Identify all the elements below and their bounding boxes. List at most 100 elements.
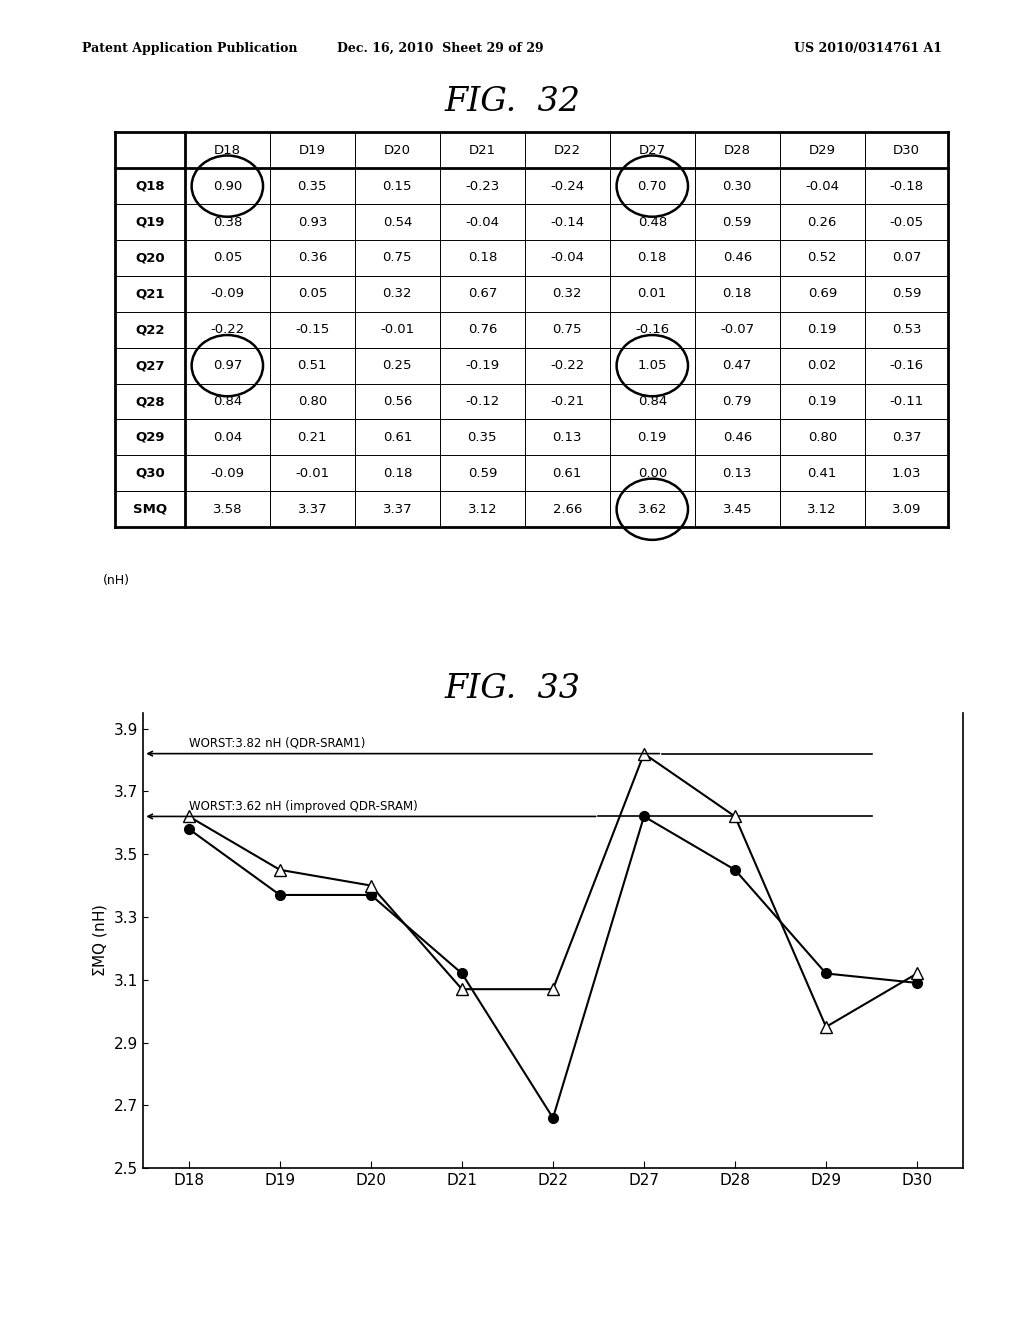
Text: 0.38: 0.38 (213, 215, 242, 228)
Text: (nH): (nH) (102, 574, 129, 587)
Text: -0.05: -0.05 (890, 215, 924, 228)
Text: WORST:3.82 nH (QDR-SRAM1): WORST:3.82 nH (QDR-SRAM1) (188, 737, 366, 750)
Text: Dec. 16, 2010  Sheet 29 of 29: Dec. 16, 2010 Sheet 29 of 29 (337, 42, 544, 55)
Text: 3.58: 3.58 (213, 503, 242, 516)
Text: 0.51: 0.51 (298, 359, 327, 372)
Text: D20: D20 (384, 144, 411, 157)
Text: 0.19: 0.19 (808, 323, 837, 337)
Text: D30: D30 (893, 144, 920, 157)
Text: 0.61: 0.61 (553, 467, 582, 480)
Text: 0.21: 0.21 (298, 430, 327, 444)
Text: 0.13: 0.13 (723, 467, 752, 480)
Text: 3.12: 3.12 (468, 503, 497, 516)
Text: US 2010/0314761 A1: US 2010/0314761 A1 (794, 42, 942, 55)
Text: 0.18: 0.18 (638, 251, 667, 264)
Text: 0.59: 0.59 (892, 288, 922, 301)
Text: -0.16: -0.16 (635, 323, 670, 337)
Text: -0.04: -0.04 (805, 180, 840, 193)
Text: 0.37: 0.37 (892, 430, 922, 444)
Text: D27: D27 (639, 144, 666, 157)
Text: 3.12: 3.12 (808, 503, 837, 516)
Text: 0.18: 0.18 (723, 288, 752, 301)
Text: 0.97: 0.97 (213, 359, 242, 372)
Text: 0.36: 0.36 (298, 251, 327, 264)
Text: D28: D28 (724, 144, 751, 157)
Text: -0.09: -0.09 (210, 467, 245, 480)
Text: 0.01: 0.01 (638, 288, 667, 301)
Text: WORST:3.62 nH (improved QDR-SRAM): WORST:3.62 nH (improved QDR-SRAM) (188, 800, 418, 813)
Text: 0.59: 0.59 (468, 467, 497, 480)
Text: 0.80: 0.80 (298, 395, 327, 408)
Text: 1.03: 1.03 (892, 467, 922, 480)
Text: 2.66: 2.66 (553, 503, 582, 516)
Text: D29: D29 (809, 144, 836, 157)
Text: 0.79: 0.79 (723, 395, 752, 408)
Text: -0.24: -0.24 (550, 180, 585, 193)
Text: 0.75: 0.75 (383, 251, 412, 264)
Text: -0.22: -0.22 (210, 323, 245, 337)
Text: -0.01: -0.01 (295, 467, 330, 480)
Text: 0.19: 0.19 (638, 430, 667, 444)
Text: FIG.  33: FIG. 33 (444, 673, 580, 705)
Text: 0.00: 0.00 (638, 467, 667, 480)
Text: 0.69: 0.69 (808, 288, 837, 301)
Text: -0.15: -0.15 (295, 323, 330, 337)
Text: Q28: Q28 (135, 395, 165, 408)
Text: 0.75: 0.75 (553, 323, 582, 337)
Text: 0.26: 0.26 (808, 215, 837, 228)
Text: D18: D18 (214, 144, 241, 157)
Text: 3.37: 3.37 (298, 503, 327, 516)
Text: 0.41: 0.41 (808, 467, 837, 480)
Text: -0.16: -0.16 (890, 359, 924, 372)
Text: -0.14: -0.14 (550, 215, 585, 228)
Text: -0.12: -0.12 (465, 395, 500, 408)
Text: 0.13: 0.13 (553, 430, 582, 444)
Text: 0.61: 0.61 (383, 430, 412, 444)
Text: 0.15: 0.15 (383, 180, 412, 193)
Text: 0.84: 0.84 (213, 395, 242, 408)
Text: 3.45: 3.45 (723, 503, 752, 516)
Text: -0.18: -0.18 (890, 180, 924, 193)
Text: Q18: Q18 (135, 180, 165, 193)
Text: 0.02: 0.02 (808, 359, 837, 372)
Text: 0.32: 0.32 (553, 288, 582, 301)
Text: 0.59: 0.59 (723, 215, 752, 228)
Text: -0.04: -0.04 (465, 215, 500, 228)
Text: 0.84: 0.84 (638, 395, 667, 408)
Text: 0.46: 0.46 (723, 251, 752, 264)
Text: 0.05: 0.05 (213, 251, 242, 264)
Y-axis label: $\Sigma$MQ (nH): $\Sigma$MQ (nH) (90, 904, 109, 977)
Text: Q30: Q30 (135, 467, 165, 480)
Text: 3.37: 3.37 (383, 503, 412, 516)
Text: FIG.  32: FIG. 32 (444, 86, 580, 117)
Text: 0.47: 0.47 (723, 359, 752, 372)
Text: 0.48: 0.48 (638, 215, 667, 228)
Text: 0.19: 0.19 (808, 395, 837, 408)
Text: 0.05: 0.05 (298, 288, 327, 301)
Text: 0.46: 0.46 (723, 430, 752, 444)
Text: 0.52: 0.52 (808, 251, 837, 264)
Text: 0.76: 0.76 (468, 323, 497, 337)
Text: -0.19: -0.19 (465, 359, 500, 372)
Text: 0.25: 0.25 (383, 359, 412, 372)
Text: Q20: Q20 (135, 251, 165, 264)
Text: Patent Application Publication: Patent Application Publication (82, 42, 297, 55)
Text: Q21: Q21 (135, 288, 165, 301)
Text: 0.90: 0.90 (213, 180, 242, 193)
Text: 0.04: 0.04 (213, 430, 242, 444)
Text: 0.35: 0.35 (298, 180, 327, 193)
Text: 0.32: 0.32 (383, 288, 412, 301)
Text: Q29: Q29 (135, 430, 165, 444)
Text: -0.04: -0.04 (550, 251, 585, 264)
Text: D19: D19 (299, 144, 326, 157)
Text: 0.67: 0.67 (468, 288, 497, 301)
Text: SMQ: SMQ (133, 503, 167, 516)
Text: Q27: Q27 (135, 359, 165, 372)
Text: -0.01: -0.01 (380, 323, 415, 337)
Text: 0.18: 0.18 (468, 251, 497, 264)
Text: 1.05: 1.05 (638, 359, 667, 372)
Text: -0.09: -0.09 (210, 288, 245, 301)
Text: -0.22: -0.22 (550, 359, 585, 372)
Text: 3.62: 3.62 (638, 503, 667, 516)
Text: 0.35: 0.35 (468, 430, 497, 444)
